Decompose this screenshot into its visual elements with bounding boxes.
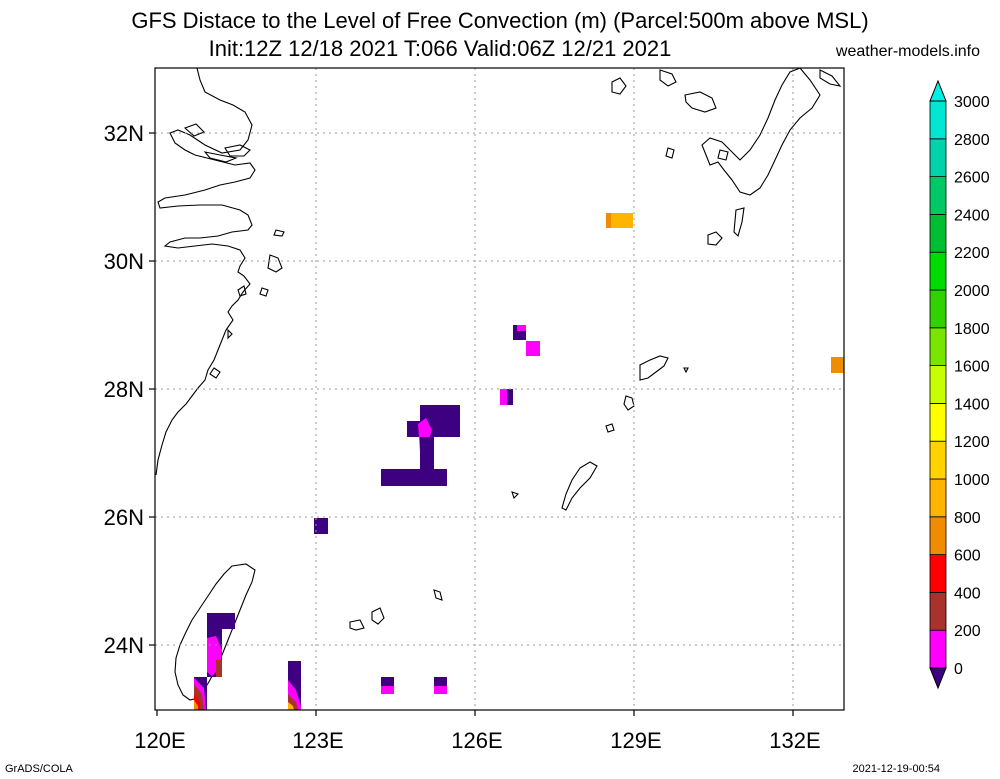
lon-label: 129E [610, 728, 661, 753]
lfc-cell [288, 702, 294, 710]
colorbar-label: 2200 [954, 245, 990, 262]
lfc-cell [381, 469, 447, 486]
colorbar-label: 600 [954, 548, 981, 565]
lfc-cell [606, 213, 633, 228]
lfc-cell [216, 660, 222, 677]
map-gridlines [155, 68, 844, 710]
software-credit: GrADS/COLA [5, 763, 73, 775]
colorbar-band [929, 365, 947, 404]
lon-label: 132E [769, 728, 820, 753]
lat-axis: 32N 30N 28N 26N 24N [104, 121, 144, 658]
colorbar-band [929, 440, 947, 480]
lfc-cell [507, 389, 513, 405]
lat-label: 32N [104, 121, 144, 146]
lfc-cell [517, 325, 526, 331]
colorbar-label: 2400 [954, 207, 990, 224]
lfc-cell [381, 677, 394, 686]
colorbar-band [929, 251, 947, 291]
colorbar-overflow [929, 79, 947, 102]
lon-label: 126E [451, 728, 502, 753]
lfc-cell [194, 700, 198, 710]
lfc-cell [606, 213, 611, 228]
lfc-cell [526, 341, 540, 356]
lfc-cell [381, 686, 394, 694]
colorbar-band [929, 176, 947, 215]
colorbar-band [929, 213, 947, 253]
colorbar-label: 1400 [954, 396, 990, 413]
colorbar-label: 1200 [954, 434, 990, 451]
colorbar-label: 2800 [954, 132, 990, 149]
lon-label: 120E [134, 728, 185, 753]
lat-label: 26N [104, 505, 144, 530]
colorbar-label: 400 [954, 585, 981, 602]
chart-subtitle: Init:12Z 12/18 2021 T:066 Valid:06Z 12/2… [208, 36, 672, 61]
axis-ticks [149, 132, 794, 716]
lfc-cell [831, 357, 844, 373]
china-coastline [155, 68, 256, 476]
colorbar-label: 3000 [954, 94, 990, 111]
colorbar-label: 800 [954, 510, 981, 527]
colorbar-underflow [929, 667, 947, 690]
lfc-cell [434, 677, 447, 686]
japan-coastline [701, 68, 821, 196]
colorbar-band [929, 592, 947, 631]
lfc-cell [434, 686, 447, 694]
coastlines [155, 68, 842, 701]
colorbar: 0 200 400 600 800 1000 1200 1400 1600 1800 2000 220… [929, 79, 990, 690]
colorbar-band [929, 629, 947, 669]
colorbar-band [929, 402, 947, 442]
colorbar-band [929, 100, 947, 140]
colorbar-band [929, 138, 947, 178]
colorbar-band [929, 478, 947, 518]
colorbar-label: 2600 [954, 170, 990, 187]
lfc-field [194, 213, 844, 710]
colorbar-label: 1800 [954, 321, 990, 338]
colorbar-label: 0 [954, 661, 963, 678]
colorbar-band [929, 289, 947, 329]
colorbar-label: 1000 [954, 472, 990, 489]
colorbar-label: 1600 [954, 359, 990, 376]
colorbar-band [929, 554, 947, 593]
colorbar-band [929, 327, 947, 366]
lat-label: 28N [104, 377, 144, 402]
lfc-cell [420, 437, 434, 469]
lon-axis: 120E 123E 126E 129E 132E [134, 728, 820, 753]
lat-label: 30N [104, 249, 144, 274]
site-credit: weather-models.info [835, 43, 980, 60]
lfc-cell [207, 613, 235, 629]
colorbar-label: 2000 [954, 283, 990, 300]
generation-timestamp: 2021-12-19-00:54 [852, 763, 940, 775]
colorbar-label: 200 [954, 623, 981, 640]
chart-title: GFS Distace to the Level of Free Convect… [131, 8, 869, 33]
lon-label: 123E [292, 728, 343, 753]
lfc-cell [407, 421, 420, 437]
lat-label: 24N [104, 633, 144, 658]
colorbar-band [929, 516, 947, 555]
lfc-cell [314, 518, 328, 534]
